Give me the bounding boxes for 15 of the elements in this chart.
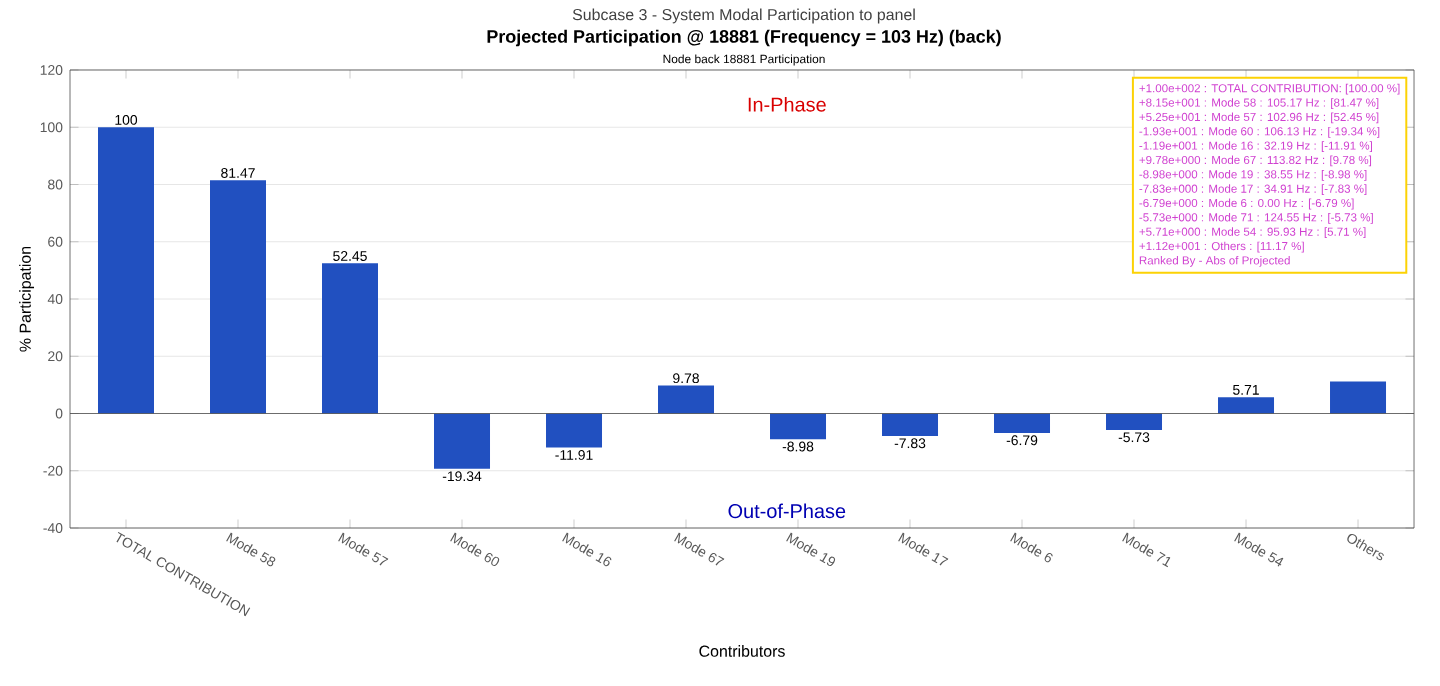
bar <box>770 413 827 440</box>
bar <box>210 180 266 414</box>
bar <box>994 413 1051 433</box>
bar <box>322 263 378 414</box>
bar <box>434 413 491 469</box>
bar <box>1218 397 1275 414</box>
bar <box>98 127 154 414</box>
chart-subtitle: Projected Participation @ 18881 (Frequency = 103 Hz) (back) <box>487 29 1001 47</box>
annotation: In-Phase <box>748 97 826 112</box>
bar <box>882 413 939 436</box>
annotation: Out-of-Phase <box>728 503 846 519</box>
bar <box>546 413 603 448</box>
bar <box>658 385 715 414</box>
bar <box>1330 381 1387 414</box>
bar <box>1106 413 1163 430</box>
